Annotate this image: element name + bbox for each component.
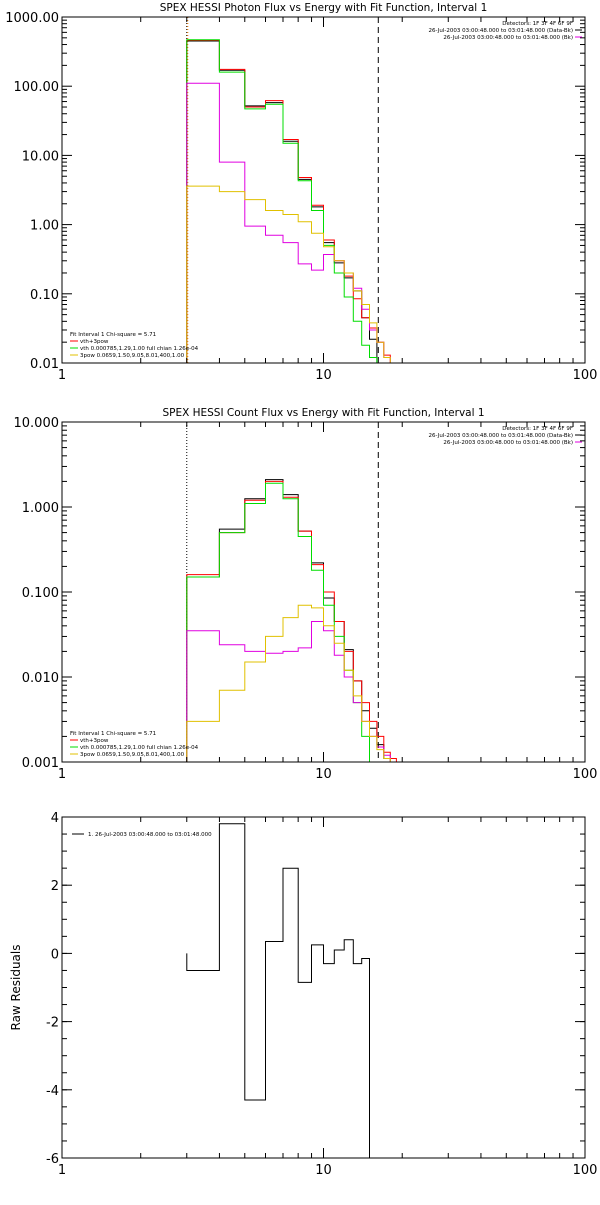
- info-text-line: 26-Jul-2003 03:00:48.000 to 03:01:48.000…: [443, 35, 573, 41]
- y-tick-label: -2: [46, 1016, 59, 1031]
- y-axis-label: Raw Residuals: [9, 945, 23, 1031]
- info-text-line: 26-Jul-2003 03:00:48.000 to 03:01:48.000…: [429, 433, 574, 439]
- y-tick-label: 4: [51, 811, 59, 826]
- series-line-4: [186, 82, 391, 363]
- x-tick-label: 10: [315, 368, 332, 383]
- legend-label: vth+3pow: [80, 339, 109, 345]
- y-tick-label: 0.010: [22, 671, 59, 686]
- x-tick-label: 100: [573, 368, 598, 383]
- x-tick-label: 100: [573, 1163, 598, 1178]
- info-text-line: 26-Jul-2003 03:00:48.000 to 03:01:48.000…: [429, 28, 574, 34]
- y-tick-label: 10.000: [14, 416, 60, 431]
- y-tick-label: 100.00: [14, 80, 60, 95]
- y-tick-label: -6: [46, 1152, 59, 1167]
- legend-label: 1. 26-Jul-2003 03:00:48.000 to 03:01:48.…: [88, 832, 212, 838]
- chart-panel-1: SPEX HESSI Photon Flux vs Energy with Fi…: [5, 2, 597, 383]
- info-text-line: Detectors: 1F 3F 4F 6F 9F: [502, 21, 573, 27]
- plot-frame: [61, 816, 586, 1159]
- x-tick-label: 10: [315, 1163, 332, 1178]
- info-text-line: Detectors: 1F 3F 4F 6F 9F: [502, 426, 573, 432]
- series-line-1: [186, 823, 370, 1158]
- series-line-5: [186, 604, 397, 762]
- chart-title: SPEX HESSI Photon Flux vs Energy with Fi…: [160, 2, 488, 14]
- y-tick-label: 10.00: [22, 149, 59, 164]
- y-tick-label: -4: [46, 1084, 59, 1099]
- chart-title: SPEX HESSI Count Flux vs Energy with Fit…: [162, 407, 484, 419]
- legend-label: vth 0.000785,1.29,1.00 full chian 1.26e-…: [80, 346, 199, 352]
- y-tick-label: 0.100: [22, 586, 59, 601]
- y-tick-label: 0.10: [30, 288, 59, 303]
- chart-panel-3: Raw Residuals 1 10 100 -6 -4 -2 0 2 4 1. 26-Jul-20…: [9, 811, 597, 1178]
- series-line-1: [186, 40, 378, 363]
- series-line-2: [186, 39, 391, 363]
- x-tick-label: 1: [58, 368, 66, 383]
- x-tick-label: 10: [315, 767, 332, 782]
- x-tick-label: 1: [58, 1163, 66, 1178]
- legend-label: vth+3pow: [80, 738, 109, 744]
- y-tick-label: 0.001: [22, 756, 59, 771]
- legend-label: vth 0.000785,1.29,1.00 full chian 1.26e-…: [80, 745, 199, 751]
- plot-frame: [61, 16, 586, 364]
- legend-heading: Fit Interval 1 Chi-square = 5.71: [70, 332, 156, 338]
- series-line-5: [186, 185, 391, 363]
- y-tick-label: 0.01: [30, 357, 59, 372]
- y-tick-label: 1.000: [22, 501, 59, 516]
- y-tick-label: 0: [51, 947, 59, 962]
- series-line-4: [186, 621, 397, 762]
- info-text-line: 26-Jul-2003 03:00:48.000 to 03:01:48.000…: [443, 440, 573, 446]
- series-line-3: [186, 39, 384, 363]
- legend-label: 3pow 0.0659,1.50,9.05,8.01,400,1.00: [80, 752, 185, 758]
- legend-heading: Fit Interval 1 Chi-square = 5.71: [70, 731, 156, 737]
- legend-label: 3pow 0.0659,1.50,9.05,8.01,400,1.00: [80, 353, 185, 359]
- chart-panel-2: SPEX HESSI Count Flux vs Energy with Fit…: [14, 407, 598, 782]
- series-line-3: [186, 482, 377, 762]
- x-tick-label: 100: [573, 767, 598, 782]
- y-tick-label: 1000.00: [5, 11, 59, 26]
- y-tick-label: 1.00: [30, 219, 59, 234]
- x-tick-label: 1: [58, 767, 66, 782]
- y-tick-label: 2: [51, 879, 59, 894]
